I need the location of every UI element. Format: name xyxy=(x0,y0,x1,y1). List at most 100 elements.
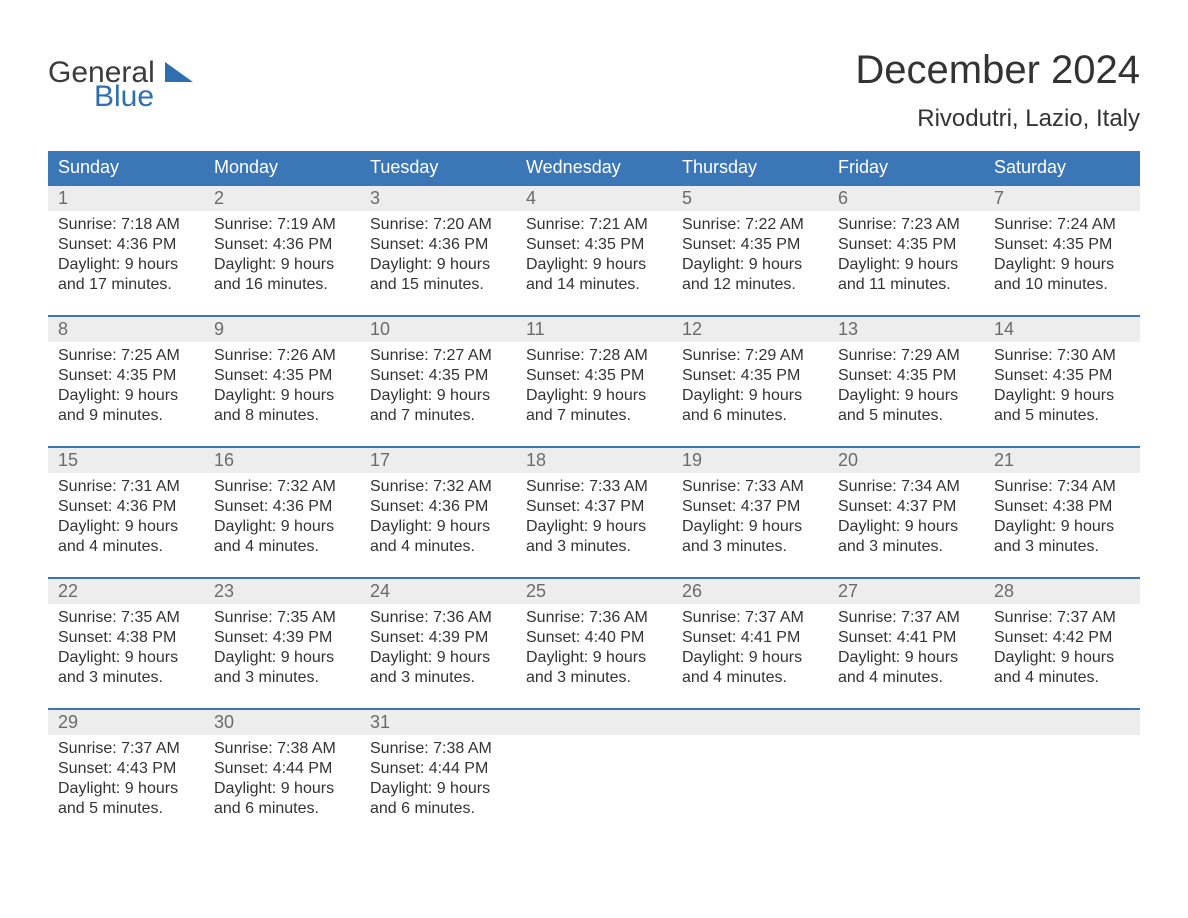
day-dl1: Daylight: 9 hours xyxy=(370,517,506,537)
calendar-day: Sunrise: 7:37 AMSunset: 4:43 PMDaylight:… xyxy=(48,735,204,825)
day-sunset: Sunset: 4:43 PM xyxy=(58,759,194,779)
daynum-row: 22232425262728 xyxy=(48,579,1140,604)
day-dl2: and 3 minutes. xyxy=(214,668,350,688)
calendar-day: Sunrise: 7:18 AMSunset: 4:36 PMDaylight:… xyxy=(48,211,204,301)
day-sunset: Sunset: 4:35 PM xyxy=(370,366,506,386)
day-sunset: Sunset: 4:37 PM xyxy=(526,497,662,517)
calendar-day: Sunrise: 7:24 AMSunset: 4:35 PMDaylight:… xyxy=(984,211,1140,301)
day-dl1: Daylight: 9 hours xyxy=(214,255,350,275)
day-dl2: and 4 minutes. xyxy=(370,537,506,557)
day-sunrise: Sunrise: 7:35 AM xyxy=(214,608,350,628)
day-number xyxy=(984,710,1140,735)
day-body: Sunrise: 7:33 AMSunset: 4:37 PMDaylight:… xyxy=(516,473,672,557)
day-sunset: Sunset: 4:37 PM xyxy=(838,497,974,517)
day-dl2: and 4 minutes. xyxy=(682,668,818,688)
day-number: 31 xyxy=(360,710,516,735)
day-body: Sunrise: 7:23 AMSunset: 4:35 PMDaylight:… xyxy=(828,211,984,295)
day-dl1: Daylight: 9 hours xyxy=(838,648,974,668)
day-sunset: Sunset: 4:36 PM xyxy=(370,235,506,255)
month-title: December 2024 xyxy=(855,48,1140,93)
day-sunset: Sunset: 4:38 PM xyxy=(994,497,1130,517)
day-sunrise: Sunrise: 7:37 AM xyxy=(682,608,818,628)
day-sunrise: Sunrise: 7:34 AM xyxy=(994,477,1130,497)
day-sunrise: Sunrise: 7:23 AM xyxy=(838,215,974,235)
day-sunrise: Sunrise: 7:38 AM xyxy=(214,739,350,759)
day-dl1: Daylight: 9 hours xyxy=(58,648,194,668)
day-sunset: Sunset: 4:35 PM xyxy=(994,235,1130,255)
day-number: 25 xyxy=(516,579,672,604)
calendar-day: Sunrise: 7:21 AMSunset: 4:35 PMDaylight:… xyxy=(516,211,672,301)
day-sunrise: Sunrise: 7:18 AM xyxy=(58,215,194,235)
day-dl1: Daylight: 9 hours xyxy=(214,517,350,537)
day-dl2: and 5 minutes. xyxy=(838,406,974,426)
day-sunset: Sunset: 4:35 PM xyxy=(58,366,194,386)
day-dl1: Daylight: 9 hours xyxy=(838,517,974,537)
day-sunrise: Sunrise: 7:35 AM xyxy=(58,608,194,628)
day-sunset: Sunset: 4:35 PM xyxy=(526,235,662,255)
day-body: Sunrise: 7:27 AMSunset: 4:35 PMDaylight:… xyxy=(360,342,516,426)
day-body: Sunrise: 7:29 AMSunset: 4:35 PMDaylight:… xyxy=(672,342,828,426)
calendar-day xyxy=(672,735,828,825)
dayheader-thu: Thursday xyxy=(672,151,828,184)
day-number: 3 xyxy=(360,186,516,211)
day-sunset: Sunset: 4:41 PM xyxy=(838,628,974,648)
day-sunset: Sunset: 4:35 PM xyxy=(682,366,818,386)
day-sunset: Sunset: 4:39 PM xyxy=(370,628,506,648)
day-number: 5 xyxy=(672,186,828,211)
day-sunset: Sunset: 4:35 PM xyxy=(994,366,1130,386)
calendar-day: Sunrise: 7:38 AMSunset: 4:44 PMDaylight:… xyxy=(204,735,360,825)
day-dl2: and 6 minutes. xyxy=(214,799,350,819)
day-body: Sunrise: 7:24 AMSunset: 4:35 PMDaylight:… xyxy=(984,211,1140,295)
day-dl2: and 4 minutes. xyxy=(58,537,194,557)
day-sunrise: Sunrise: 7:33 AM xyxy=(526,477,662,497)
day-sunset: Sunset: 4:35 PM xyxy=(214,366,350,386)
day-body: Sunrise: 7:32 AMSunset: 4:36 PMDaylight:… xyxy=(360,473,516,557)
calendar: Sunday Monday Tuesday Wednesday Thursday… xyxy=(48,151,1140,825)
day-sunrise: Sunrise: 7:36 AM xyxy=(526,608,662,628)
day-dl1: Daylight: 9 hours xyxy=(682,517,818,537)
day-dl2: and 6 minutes. xyxy=(682,406,818,426)
day-dl1: Daylight: 9 hours xyxy=(370,255,506,275)
day-sunrise: Sunrise: 7:25 AM xyxy=(58,346,194,366)
day-dl1: Daylight: 9 hours xyxy=(58,386,194,406)
day-dl1: Daylight: 9 hours xyxy=(214,779,350,799)
day-sunset: Sunset: 4:36 PM xyxy=(214,497,350,517)
day-sunset: Sunset: 4:40 PM xyxy=(526,628,662,648)
calendar-day xyxy=(516,735,672,825)
week-row: 22232425262728Sunrise: 7:35 AMSunset: 4:… xyxy=(48,577,1140,694)
calendar-day: Sunrise: 7:35 AMSunset: 4:38 PMDaylight:… xyxy=(48,604,204,694)
day-dl1: Daylight: 9 hours xyxy=(58,779,194,799)
day-body: Sunrise: 7:38 AMSunset: 4:44 PMDaylight:… xyxy=(360,735,516,819)
calendar-day: Sunrise: 7:28 AMSunset: 4:35 PMDaylight:… xyxy=(516,342,672,432)
day-dl2: and 17 minutes. xyxy=(58,275,194,295)
day-number: 2 xyxy=(204,186,360,211)
day-dl2: and 6 minutes. xyxy=(370,799,506,819)
day-dl2: and 3 minutes. xyxy=(526,668,662,688)
calendar-day: Sunrise: 7:31 AMSunset: 4:36 PMDaylight:… xyxy=(48,473,204,563)
day-sunrise: Sunrise: 7:36 AM xyxy=(370,608,506,628)
day-sunrise: Sunrise: 7:26 AM xyxy=(214,346,350,366)
day-body: Sunrise: 7:36 AMSunset: 4:40 PMDaylight:… xyxy=(516,604,672,688)
dayheader-sun: Sunday xyxy=(48,151,204,184)
day-sunrise: Sunrise: 7:24 AM xyxy=(994,215,1130,235)
day-dl1: Daylight: 9 hours xyxy=(994,517,1130,537)
day-sunset: Sunset: 4:39 PM xyxy=(214,628,350,648)
day-number: 17 xyxy=(360,448,516,473)
day-dl2: and 3 minutes. xyxy=(838,537,974,557)
day-body: Sunrise: 7:37 AMSunset: 4:43 PMDaylight:… xyxy=(48,735,204,819)
daybody-row: Sunrise: 7:31 AMSunset: 4:36 PMDaylight:… xyxy=(48,473,1140,563)
day-body: Sunrise: 7:34 AMSunset: 4:38 PMDaylight:… xyxy=(984,473,1140,557)
day-dl1: Daylight: 9 hours xyxy=(526,386,662,406)
day-number: 16 xyxy=(204,448,360,473)
day-number: 7 xyxy=(984,186,1140,211)
day-dl1: Daylight: 9 hours xyxy=(994,255,1130,275)
daybody-row: Sunrise: 7:18 AMSunset: 4:36 PMDaylight:… xyxy=(48,211,1140,301)
day-number: 12 xyxy=(672,317,828,342)
day-body: Sunrise: 7:38 AMSunset: 4:44 PMDaylight:… xyxy=(204,735,360,819)
day-dl2: and 3 minutes. xyxy=(58,668,194,688)
day-dl1: Daylight: 9 hours xyxy=(838,255,974,275)
day-number: 15 xyxy=(48,448,204,473)
day-dl1: Daylight: 9 hours xyxy=(526,255,662,275)
day-sunrise: Sunrise: 7:27 AM xyxy=(370,346,506,366)
day-sunrise: Sunrise: 7:32 AM xyxy=(214,477,350,497)
